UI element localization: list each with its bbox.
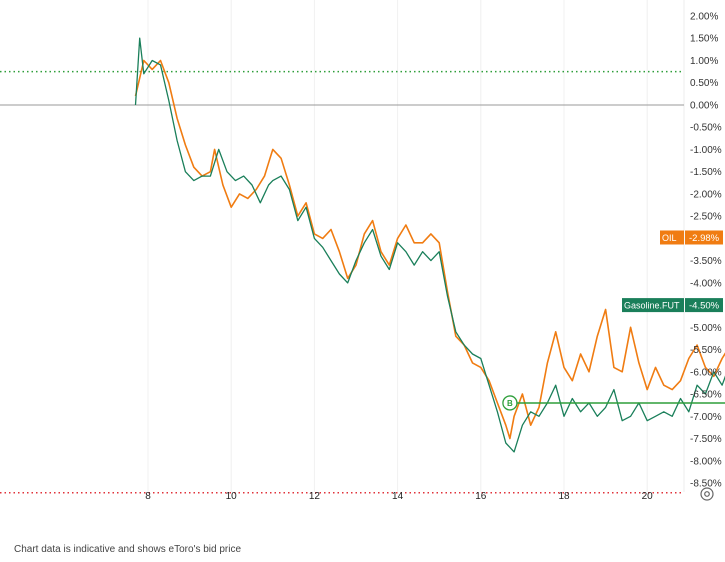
badge-name-box	[660, 230, 684, 245]
markers: B	[502, 395, 725, 411]
reference-lines	[0, 70, 684, 494]
y-tick-label: -7.00%	[690, 412, 722, 423]
x-axis: 81012141618202224	[145, 491, 725, 502]
y-tick-label: -0.50%	[690, 123, 722, 134]
series-name: Gasoline.FUT	[624, 301, 680, 311]
y-axis: 2.00% 1.50% 1.00% 0.50% 0.00% -0.50% -1.00% -1.…	[690, 12, 722, 490]
y-tick-label: 1.50%	[690, 34, 718, 45]
series-badge-gasoline: Gasoline.FUT -4.50%	[622, 298, 723, 313]
y-tick-label: 1.00%	[690, 56, 718, 67]
y-tick-label: -6.00%	[690, 367, 722, 378]
buy-marker[interactable]	[502, 395, 518, 411]
x-tick-label: 20	[642, 491, 654, 502]
chart-disclaimer: Chart data is indicative and shows eToro…	[14, 544, 242, 555]
y-tick-label: 2.00%	[690, 12, 718, 23]
series-layer	[134, 37, 725, 453]
y-tick-label: -8.00%	[690, 456, 722, 467]
grid-lines	[147, 0, 685, 492]
series-name: OIL	[662, 233, 677, 243]
y-tick-label: -1.00%	[690, 145, 722, 156]
x-tick-label: 12	[309, 491, 321, 502]
y-tick-label: -8.50%	[690, 479, 722, 490]
price-chart: B 2.00% 1.50% 1.00% 0.50% 0.00% -0.50% -1.00% -…	[0, 0, 725, 502]
series-line-gasoline	[134, 37, 725, 453]
series-badge-oil: OIL -2.98%	[660, 230, 723, 245]
series-last-value: -4.50%	[689, 301, 720, 312]
x-tick-label: 10	[226, 491, 238, 502]
x-tick-label: 14	[392, 491, 404, 502]
badge-value-box	[685, 298, 723, 313]
y-tick-label: -1.50%	[690, 167, 722, 178]
badge-name-box	[622, 298, 684, 313]
y-tick-label: -2.50%	[690, 212, 722, 223]
x-tick-label: 8	[145, 491, 151, 502]
y-tick-label: -4.00%	[690, 278, 722, 289]
series-last-value: -2.98%	[689, 233, 720, 244]
y-tick-label: -7.50%	[690, 434, 722, 445]
y-tick-label: 0.00%	[690, 100, 718, 111]
series-line-oil	[134, 59, 725, 440]
x-tick-label: 16	[475, 491, 487, 502]
y-tick-label: 0.50%	[690, 78, 718, 89]
buy-marker-label: B	[507, 399, 513, 408]
y-tick-label: -5.00%	[690, 323, 722, 334]
series-badges: OIL -2.98% Gasoline.FUT -4.50%	[622, 230, 723, 313]
y-tick-label: -6.50%	[690, 390, 722, 401]
y-tick-label: -5.50%	[690, 345, 722, 356]
settings-gear-icon[interactable]	[700, 487, 714, 501]
y-tick-label: -3.50%	[690, 256, 722, 267]
badge-value-box	[685, 230, 723, 245]
y-tick-label: -2.00%	[690, 189, 722, 200]
x-tick-label: 18	[558, 491, 570, 502]
